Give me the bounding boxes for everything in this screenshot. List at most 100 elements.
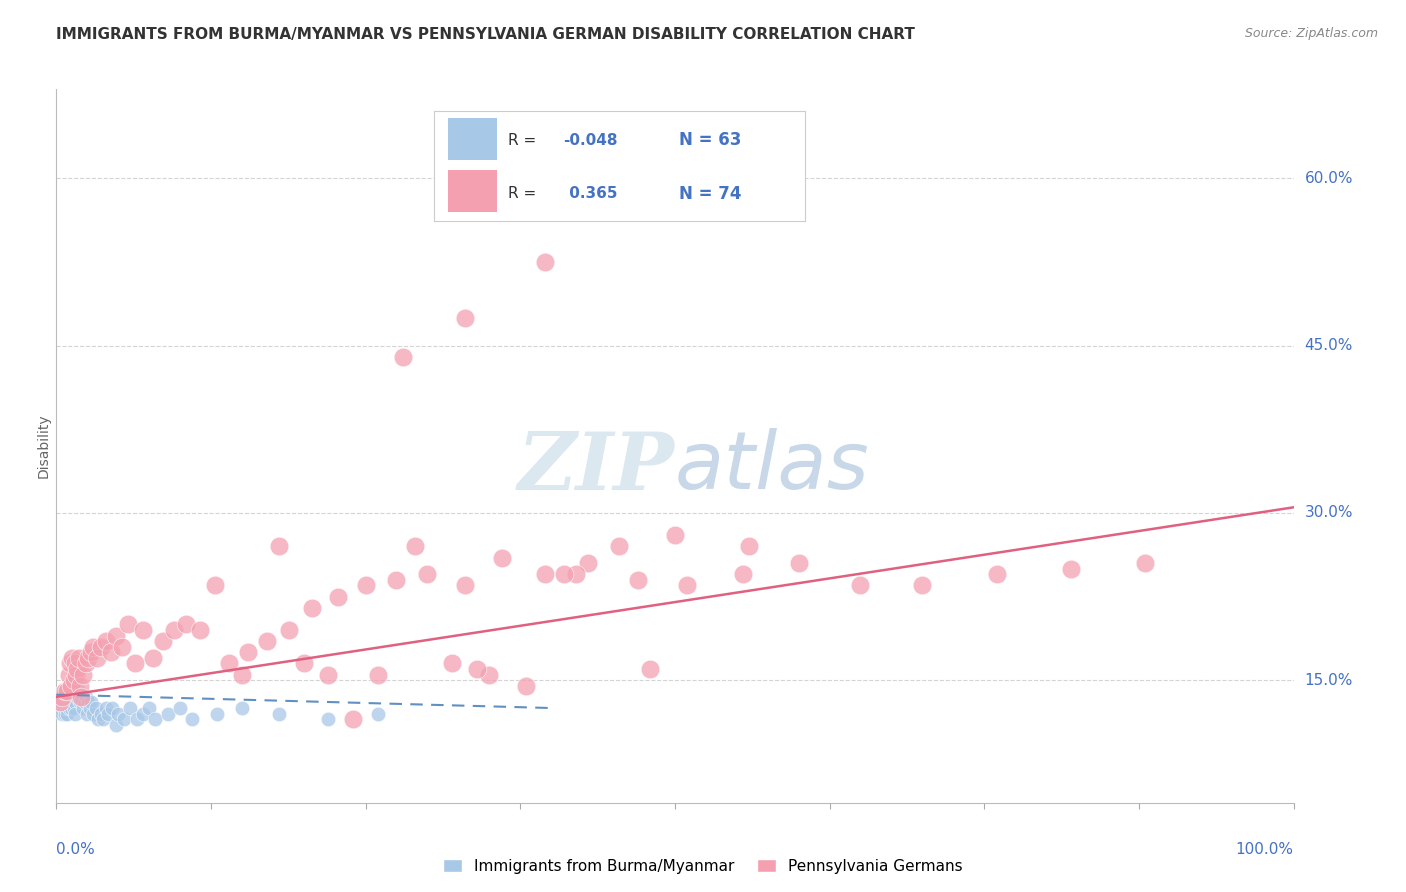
Point [91,712,114,726]
Point [534,567,557,582]
Point [53,706,76,721]
Point [188,623,211,637]
Point [156,706,179,721]
Text: ZIP: ZIP [517,429,675,506]
Point [638,662,661,676]
Point [277,623,299,637]
Legend: Immigrants from Burma/Myanmar, Pennsylvania Germans: Immigrants from Burma/Myanmar, Pennsylva… [437,853,969,880]
Point [911,578,934,592]
Point [101,701,124,715]
Point [75,657,97,671]
Point [62,701,84,715]
Point [104,717,127,731]
Point [55,701,77,715]
Point [465,662,488,676]
Point [60,651,83,665]
Point [70,690,93,704]
Point [453,310,475,325]
Point [491,550,513,565]
Point [67,684,90,698]
Point [59,696,82,710]
Point [787,556,810,570]
Point [94,701,117,715]
Point [82,706,104,721]
Point [73,696,96,710]
Text: IMMIGRANTS FROM BURMA/MYANMAR VS PENNSYLVANIA GERMAN DISABILITY CORRELATION CHAR: IMMIGRANTS FROM BURMA/MYANMAR VS PENNSYL… [56,27,915,42]
Point [55,690,77,704]
Point [59,690,82,704]
Point [205,706,228,721]
Point [152,634,174,648]
Point [367,706,389,721]
Point [65,679,87,693]
Point [318,712,340,726]
Point [738,539,761,553]
Point [86,651,108,665]
Point [53,684,76,698]
Point [204,578,226,592]
Point [49,701,72,715]
Point [111,640,134,654]
Point [60,679,83,693]
Point [77,651,100,665]
Point [1060,562,1083,576]
Point [66,690,89,704]
Y-axis label: Disability: Disability [37,414,51,478]
Point [627,573,650,587]
Point [66,662,89,676]
Point [132,623,155,637]
Point [60,684,83,698]
Point [62,690,84,704]
Point [94,634,117,648]
Point [84,701,107,715]
Point [79,701,101,715]
Point [301,600,323,615]
Text: 60.0%: 60.0% [1305,171,1353,186]
Point [664,528,686,542]
Point [51,684,73,698]
Point [125,712,148,726]
Point [52,696,75,710]
Point [385,573,408,587]
Point [576,556,599,570]
Point [51,696,73,710]
Point [58,701,80,715]
Text: Source: ZipAtlas.com: Source: ZipAtlas.com [1244,27,1378,40]
Point [90,640,112,654]
Point [60,701,83,715]
Point [986,567,1008,582]
Point [1133,556,1156,570]
Point [553,567,575,582]
Point [318,667,340,681]
Point [478,667,501,681]
Point [120,701,142,715]
Text: 15.0%: 15.0% [1305,673,1353,688]
Point [676,578,699,592]
Point [75,690,97,704]
Point [256,634,278,648]
Point [849,578,872,592]
Point [100,645,122,659]
Point [453,578,475,592]
Point [163,623,186,637]
Point [142,651,165,665]
Point [49,696,72,710]
Point [63,696,86,710]
Point [104,628,127,642]
Point [63,657,86,671]
Point [117,617,139,632]
Point [56,684,79,698]
Point [292,657,315,671]
Point [416,567,439,582]
Point [354,578,377,592]
Point [72,667,94,681]
Point [367,667,389,681]
Text: atlas: atlas [675,428,870,507]
Point [51,690,73,704]
Point [441,657,464,671]
Point [76,706,98,721]
Point [112,712,135,726]
Point [53,684,76,698]
Point [404,539,426,553]
Point [60,696,83,710]
